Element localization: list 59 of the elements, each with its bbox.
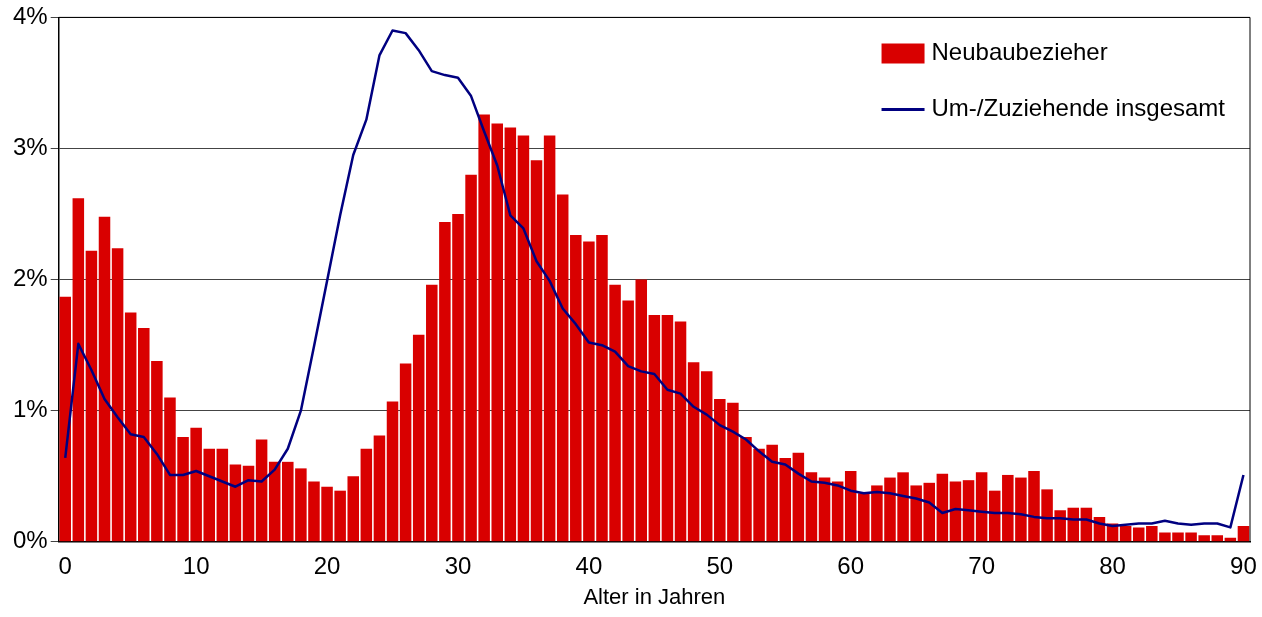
y-tick-label: 3% <box>13 133 48 161</box>
bar <box>386 401 399 542</box>
bar <box>360 448 373 542</box>
bar <box>1211 535 1224 542</box>
bar <box>530 160 543 542</box>
bar <box>517 135 530 542</box>
bar <box>792 452 805 542</box>
bar <box>268 461 281 542</box>
bar <box>700 371 713 542</box>
bar <box>504 127 517 542</box>
bar <box>255 439 268 542</box>
bar <box>923 482 936 542</box>
legend-label: Um-/Zuziehende insgesamt <box>931 94 1226 122</box>
bar <box>674 321 687 542</box>
x-tick-label: 80 <box>1099 551 1126 579</box>
y-tick-label: 0% <box>13 526 48 554</box>
bar <box>936 473 949 542</box>
bar <box>988 490 1001 542</box>
x-tick-label: 90 <box>1230 551 1257 579</box>
bar <box>661 315 674 542</box>
x-tick-label: 20 <box>313 551 341 579</box>
x-tick-label: 10 <box>182 551 210 579</box>
y-tick-label: 2% <box>13 264 48 292</box>
bar <box>229 464 242 542</box>
bar <box>399 363 412 542</box>
bar <box>1132 527 1145 542</box>
bar <box>216 448 229 542</box>
bar <box>412 334 425 542</box>
bar <box>373 435 386 542</box>
legend-label: Neubaubezieher <box>931 38 1108 66</box>
bar <box>85 250 98 542</box>
bar <box>975 472 988 542</box>
bar <box>98 216 111 542</box>
bar <box>648 315 661 542</box>
bar <box>1237 526 1250 542</box>
x-tick-label: 40 <box>575 551 603 579</box>
bar <box>242 465 255 542</box>
x-tick-label: 30 <box>444 551 472 579</box>
bar <box>59 296 71 542</box>
x-tick-label: 0 <box>58 551 72 579</box>
bar <box>831 481 844 542</box>
y-tick-label: 1% <box>13 395 48 423</box>
bar <box>687 362 700 542</box>
y-tick-label: 4% <box>13 2 48 30</box>
bar <box>962 480 975 542</box>
x-tick-label: 70 <box>968 551 995 579</box>
bar <box>111 248 124 542</box>
bar <box>1119 526 1132 542</box>
bar <box>818 477 831 542</box>
x-tick-label: 60 <box>837 551 865 579</box>
bar <box>124 312 137 542</box>
bar <box>949 481 962 542</box>
bar <box>72 198 85 542</box>
bar <box>556 194 569 542</box>
bar <box>805 472 818 542</box>
x-axis-title: Alter in Jahren <box>583 583 726 609</box>
bar <box>844 471 857 542</box>
x-tick-label: 50 <box>706 551 734 579</box>
bar <box>543 135 556 542</box>
